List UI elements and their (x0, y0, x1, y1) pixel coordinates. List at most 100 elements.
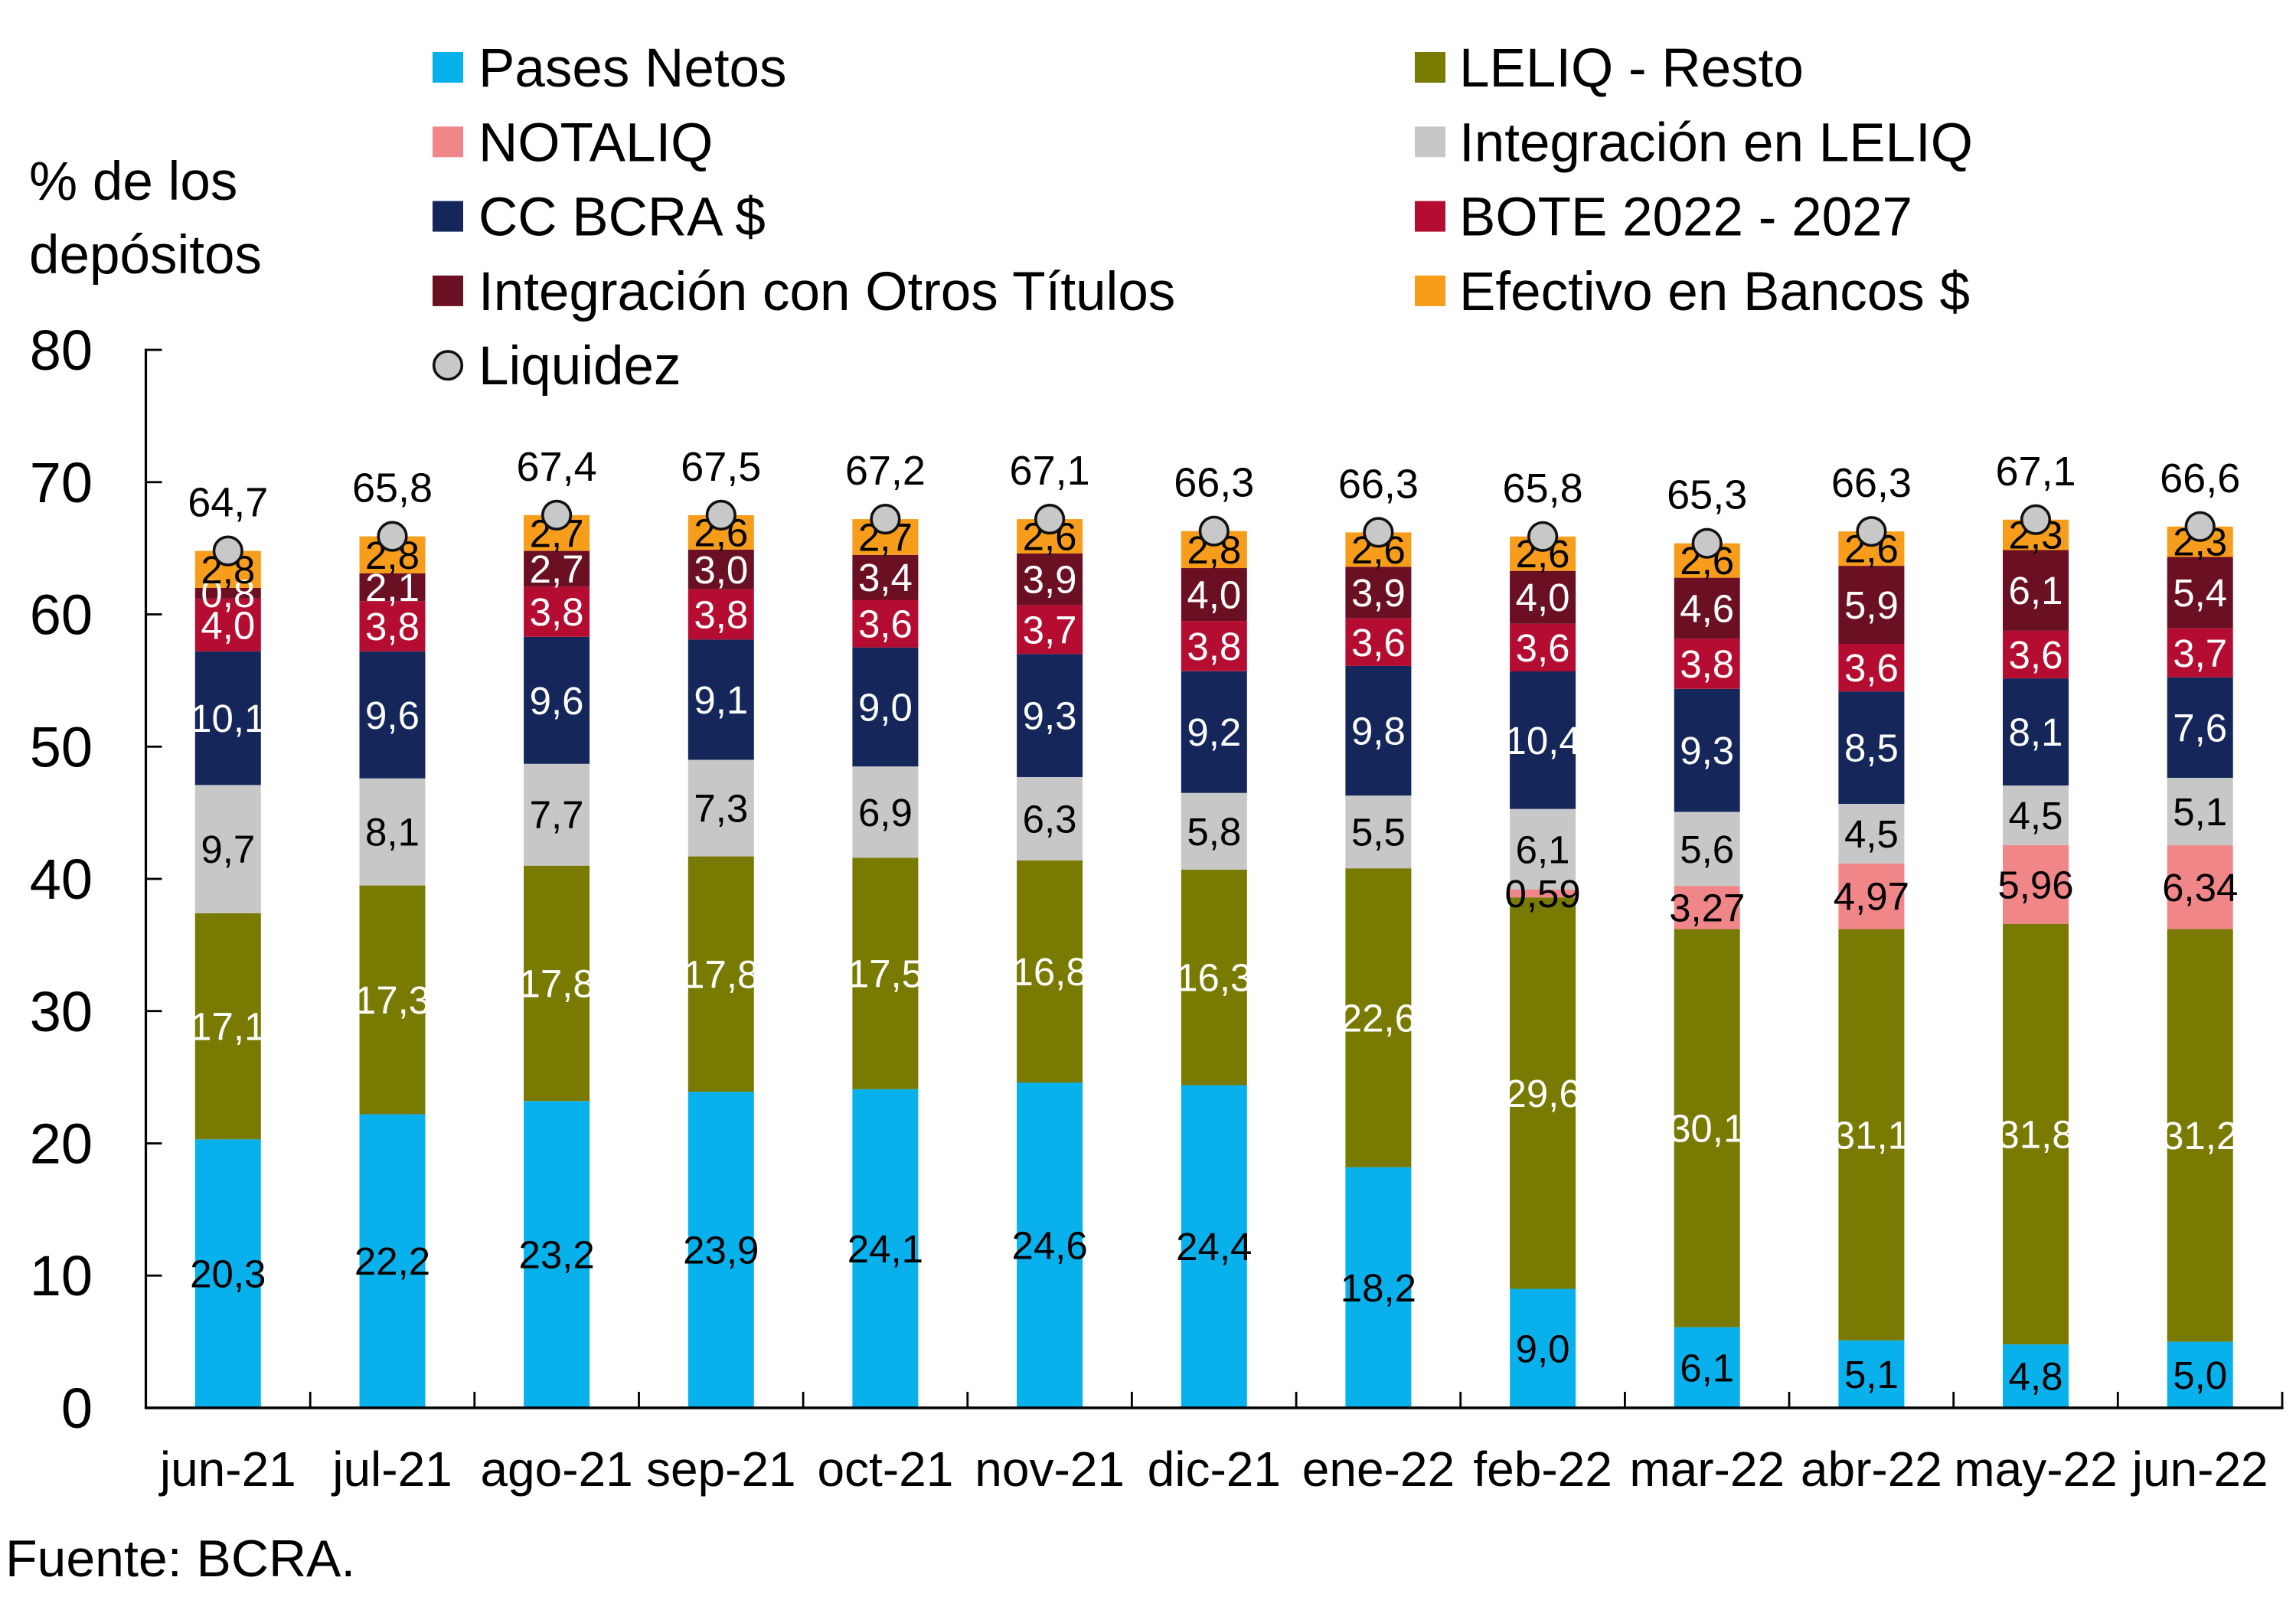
svg-text:Liquidez: Liquidez (478, 336, 681, 397)
svg-text:feb-22: feb-22 (1473, 1442, 1612, 1497)
svg-text:3,8: 3,8 (365, 605, 420, 648)
svg-text:2,1: 2,1 (365, 566, 420, 609)
svg-text:64,7: 64,7 (188, 480, 268, 526)
svg-text:3,8: 3,8 (1187, 625, 1241, 668)
svg-text:67,4: 67,4 (517, 444, 597, 490)
svg-text:10,4: 10,4 (1504, 719, 1580, 763)
svg-text:9,0: 9,0 (1516, 1327, 1570, 1370)
svg-text:Integración en LELIQ: Integración en LELIQ (1459, 113, 1973, 173)
svg-text:17,8: 17,8 (518, 962, 594, 1006)
svg-text:5,1: 5,1 (2173, 790, 2227, 834)
svg-text:10,1: 10,1 (190, 697, 266, 740)
svg-text:4,5: 4,5 (1844, 812, 1899, 856)
svg-text:66,6: 66,6 (2160, 456, 2240, 501)
svg-text:% de los: % de los (29, 152, 237, 212)
svg-text:9,0: 9,0 (858, 685, 913, 729)
svg-text:4,8: 4,8 (2009, 1355, 2063, 1399)
svg-text:NOTALIQ: NOTALIQ (478, 113, 713, 173)
svg-text:5,9: 5,9 (1844, 583, 1899, 627)
svg-text:40: 40 (30, 847, 93, 911)
svg-text:4,0: 4,0 (201, 603, 255, 647)
svg-text:Fuente: BCRA.: Fuente: BCRA. (5, 1530, 355, 1588)
svg-text:nov-21: nov-21 (975, 1442, 1125, 1497)
svg-text:66,3: 66,3 (1831, 460, 1912, 506)
svg-text:9,8: 9,8 (1351, 710, 1406, 753)
svg-text:31,2: 31,2 (2162, 1114, 2238, 1158)
svg-text:23,9: 23,9 (683, 1229, 759, 1272)
svg-text:23,2: 23,2 (518, 1233, 594, 1277)
svg-text:31,1: 31,1 (1834, 1113, 1909, 1157)
svg-text:Efectivo en Bancos $: Efectivo en Bancos $ (1459, 262, 1970, 322)
svg-text:abr-22: abr-22 (1801, 1442, 1942, 1497)
svg-text:30,1: 30,1 (1669, 1107, 1745, 1151)
svg-text:8,1: 8,1 (365, 811, 420, 854)
svg-text:oct-21: oct-21 (817, 1442, 953, 1497)
svg-text:65,8: 65,8 (1503, 465, 1583, 511)
svg-text:3,6: 3,6 (1351, 621, 1406, 665)
svg-text:Integración con Otros Títulos: Integración con Otros Títulos (478, 262, 1175, 322)
svg-text:4,5: 4,5 (2009, 794, 2063, 838)
svg-text:31,8: 31,8 (1997, 1112, 2073, 1156)
svg-text:60: 60 (30, 583, 93, 647)
svg-text:3,8: 3,8 (1680, 642, 1734, 686)
svg-text:CC BCRA $: CC BCRA $ (478, 188, 766, 248)
svg-text:9,7: 9,7 (201, 828, 255, 871)
svg-text:16,8: 16,8 (1011, 950, 1087, 994)
svg-text:67,1: 67,1 (1010, 448, 1090, 494)
svg-text:ago-21: ago-21 (480, 1442, 632, 1497)
svg-text:18,2: 18,2 (1341, 1266, 1416, 1310)
svg-text:22,6: 22,6 (1341, 996, 1416, 1040)
svg-text:3,6: 3,6 (2009, 633, 2063, 677)
svg-text:24,6: 24,6 (1011, 1224, 1087, 1268)
svg-text:67,1: 67,1 (1995, 449, 2076, 495)
svg-text:70: 70 (30, 451, 93, 514)
svg-text:5,8: 5,8 (1187, 810, 1241, 854)
svg-text:3,0: 3,0 (694, 548, 748, 592)
svg-text:0,8: 0,8 (201, 572, 255, 616)
svg-text:9,6: 9,6 (530, 679, 584, 723)
svg-text:3,27: 3,27 (1669, 886, 1745, 929)
svg-text:65,8: 65,8 (352, 465, 433, 511)
svg-text:10: 10 (30, 1244, 93, 1308)
svg-text:4,0: 4,0 (1187, 573, 1241, 617)
svg-text:LELIQ - Resto: LELIQ - Resto (1459, 38, 1804, 99)
svg-text:9,1: 9,1 (694, 678, 748, 722)
svg-text:3,9: 3,9 (1023, 558, 1077, 602)
svg-text:0: 0 (61, 1376, 93, 1440)
svg-text:6,9: 6,9 (858, 791, 913, 834)
svg-text:0,59: 0,59 (1504, 872, 1580, 916)
svg-text:6,1: 6,1 (1516, 828, 1570, 871)
svg-text:6,1: 6,1 (2009, 569, 2063, 612)
svg-text:65,3: 65,3 (1667, 472, 1747, 518)
svg-text:5,96: 5,96 (1997, 863, 2073, 906)
svg-text:8,1: 8,1 (2009, 710, 2063, 754)
svg-text:67,2: 67,2 (845, 448, 926, 494)
svg-text:9,6: 9,6 (365, 694, 420, 737)
svg-text:17,8: 17,8 (683, 952, 759, 996)
svg-text:9,2: 9,2 (1187, 710, 1241, 754)
svg-text:4,97: 4,97 (1834, 875, 1909, 919)
svg-text:20,3: 20,3 (190, 1252, 266, 1296)
svg-text:Pases Netos: Pases Netos (478, 38, 787, 99)
svg-text:16,3: 16,3 (1176, 956, 1252, 1000)
svg-text:5,6: 5,6 (1680, 828, 1734, 871)
svg-text:17,3: 17,3 (354, 978, 430, 1022)
svg-text:7,3: 7,3 (694, 787, 748, 831)
svg-text:3,8: 3,8 (694, 593, 748, 637)
svg-text:80: 80 (30, 318, 93, 382)
svg-text:20: 20 (30, 1112, 93, 1176)
svg-text:dic-21: dic-21 (1148, 1442, 1281, 1497)
svg-text:7,6: 7,6 (2173, 706, 2227, 749)
svg-text:3,6: 3,6 (858, 603, 913, 646)
svg-text:5,5: 5,5 (1351, 811, 1406, 854)
svg-text:66,3: 66,3 (1338, 461, 1419, 507)
svg-text:ene-22: ene-22 (1302, 1442, 1455, 1497)
svg-text:24,1: 24,1 (848, 1227, 923, 1271)
svg-text:jun-22: jun-22 (2131, 1442, 2268, 1497)
svg-text:2,7: 2,7 (530, 547, 584, 591)
svg-text:4,6: 4,6 (1680, 586, 1734, 630)
svg-text:24,4: 24,4 (1176, 1225, 1252, 1269)
svg-text:6,1: 6,1 (1680, 1346, 1734, 1390)
svg-text:9,3: 9,3 (1023, 694, 1077, 738)
svg-text:3,6: 3,6 (1516, 626, 1570, 670)
